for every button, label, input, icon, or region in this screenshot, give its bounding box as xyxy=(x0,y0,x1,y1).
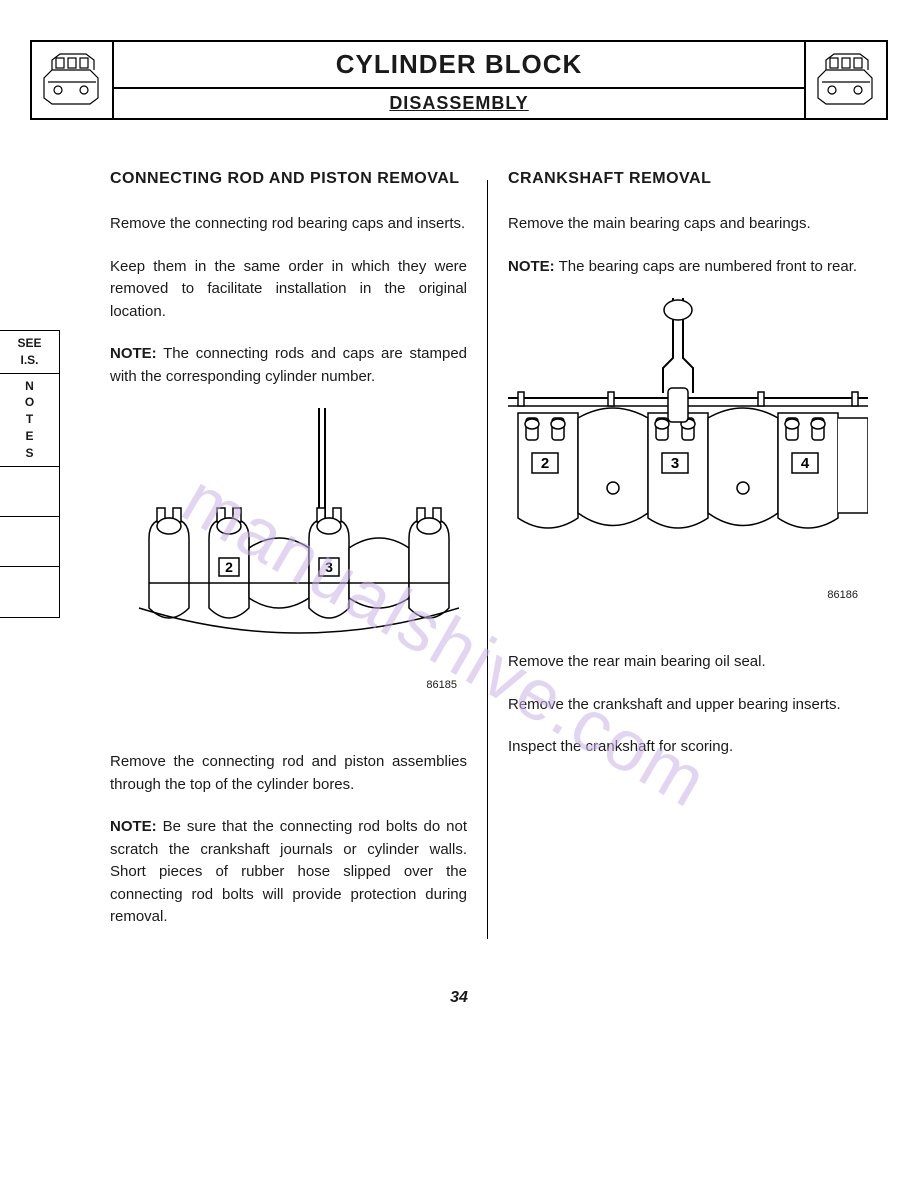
engine-icon xyxy=(38,50,106,110)
left-p1: Remove the connecting rod bearing caps a… xyxy=(110,213,467,236)
note-text: The bearing caps are numbered front to r… xyxy=(555,258,857,275)
left-column: CONNECTING ROD AND PISTON REMOVAL Remove… xyxy=(90,170,487,949)
page-number: 34 xyxy=(30,989,888,1007)
connecting-rod-diagram: 2 3 xyxy=(119,408,459,668)
right-p2: Remove the rear main bearing oil seal. xyxy=(508,651,868,674)
header-icon-left xyxy=(32,42,112,118)
side-tab-empty xyxy=(0,517,59,567)
right-note1: NOTE: The bearing caps are numbered fron… xyxy=(508,256,868,279)
note-text: Be sure that the connecting rod bolts do… xyxy=(110,818,467,925)
side-tab: SEE I.S. N O T E S xyxy=(0,330,60,618)
svg-text:3: 3 xyxy=(325,559,333,575)
right-column: CRANKSHAFT REMOVAL Remove the main beari… xyxy=(488,170,888,949)
svg-text:4: 4 xyxy=(801,455,810,472)
left-figure: 2 3 xyxy=(110,408,467,691)
side-tab-notes: N O T E S xyxy=(0,374,59,467)
note-text: The connecting rods and caps are stamped… xyxy=(110,345,467,385)
header-title: CYLINDER BLOCK xyxy=(112,42,806,89)
left-note1: NOTE: The connecting rods and caps are s… xyxy=(110,343,467,388)
page-header: CYLINDER BLOCK DISASSEMBLY xyxy=(30,40,888,120)
right-p1: Remove the main bearing caps and bearing… xyxy=(508,213,868,236)
right-figure: 2 3 xyxy=(508,298,868,601)
crankshaft-diagram: 2 3 xyxy=(508,298,868,578)
left-note2: NOTE: Be sure that the connecting rod bo… xyxy=(110,816,467,929)
header-center: CYLINDER BLOCK DISASSEMBLY xyxy=(112,42,806,118)
left-p3: Remove the connecting rod and piston ass… xyxy=(110,751,467,796)
left-p2: Keep them in the same order in which the… xyxy=(110,256,467,324)
svg-text:2: 2 xyxy=(541,455,549,472)
side-tab-see: SEE I.S. xyxy=(0,331,59,374)
note-label: NOTE: xyxy=(110,345,157,362)
content-area: SEE I.S. N O T E S manualshive.com CONNE… xyxy=(30,170,888,949)
header-subtitle: DISASSEMBLY xyxy=(112,89,806,118)
right-p4: Inspect the crankshaft for scoring. xyxy=(508,736,868,759)
right-p3: Remove the crankshaft and upper bearing … xyxy=(508,694,868,717)
left-heading: CONNECTING ROD AND PISTON REMOVAL xyxy=(110,170,467,188)
note-label: NOTE: xyxy=(110,818,157,835)
note-label: NOTE: xyxy=(508,258,555,275)
header-icon-right xyxy=(806,42,886,118)
right-heading: CRANKSHAFT REMOVAL xyxy=(508,170,868,188)
right-fig-id: 86186 xyxy=(508,589,868,601)
side-tab-empty xyxy=(0,467,59,517)
engine-icon xyxy=(812,50,880,110)
left-fig-id: 86185 xyxy=(110,679,467,691)
side-tab-empty xyxy=(0,567,59,617)
svg-text:2: 2 xyxy=(225,559,233,575)
svg-text:3: 3 xyxy=(671,455,679,472)
